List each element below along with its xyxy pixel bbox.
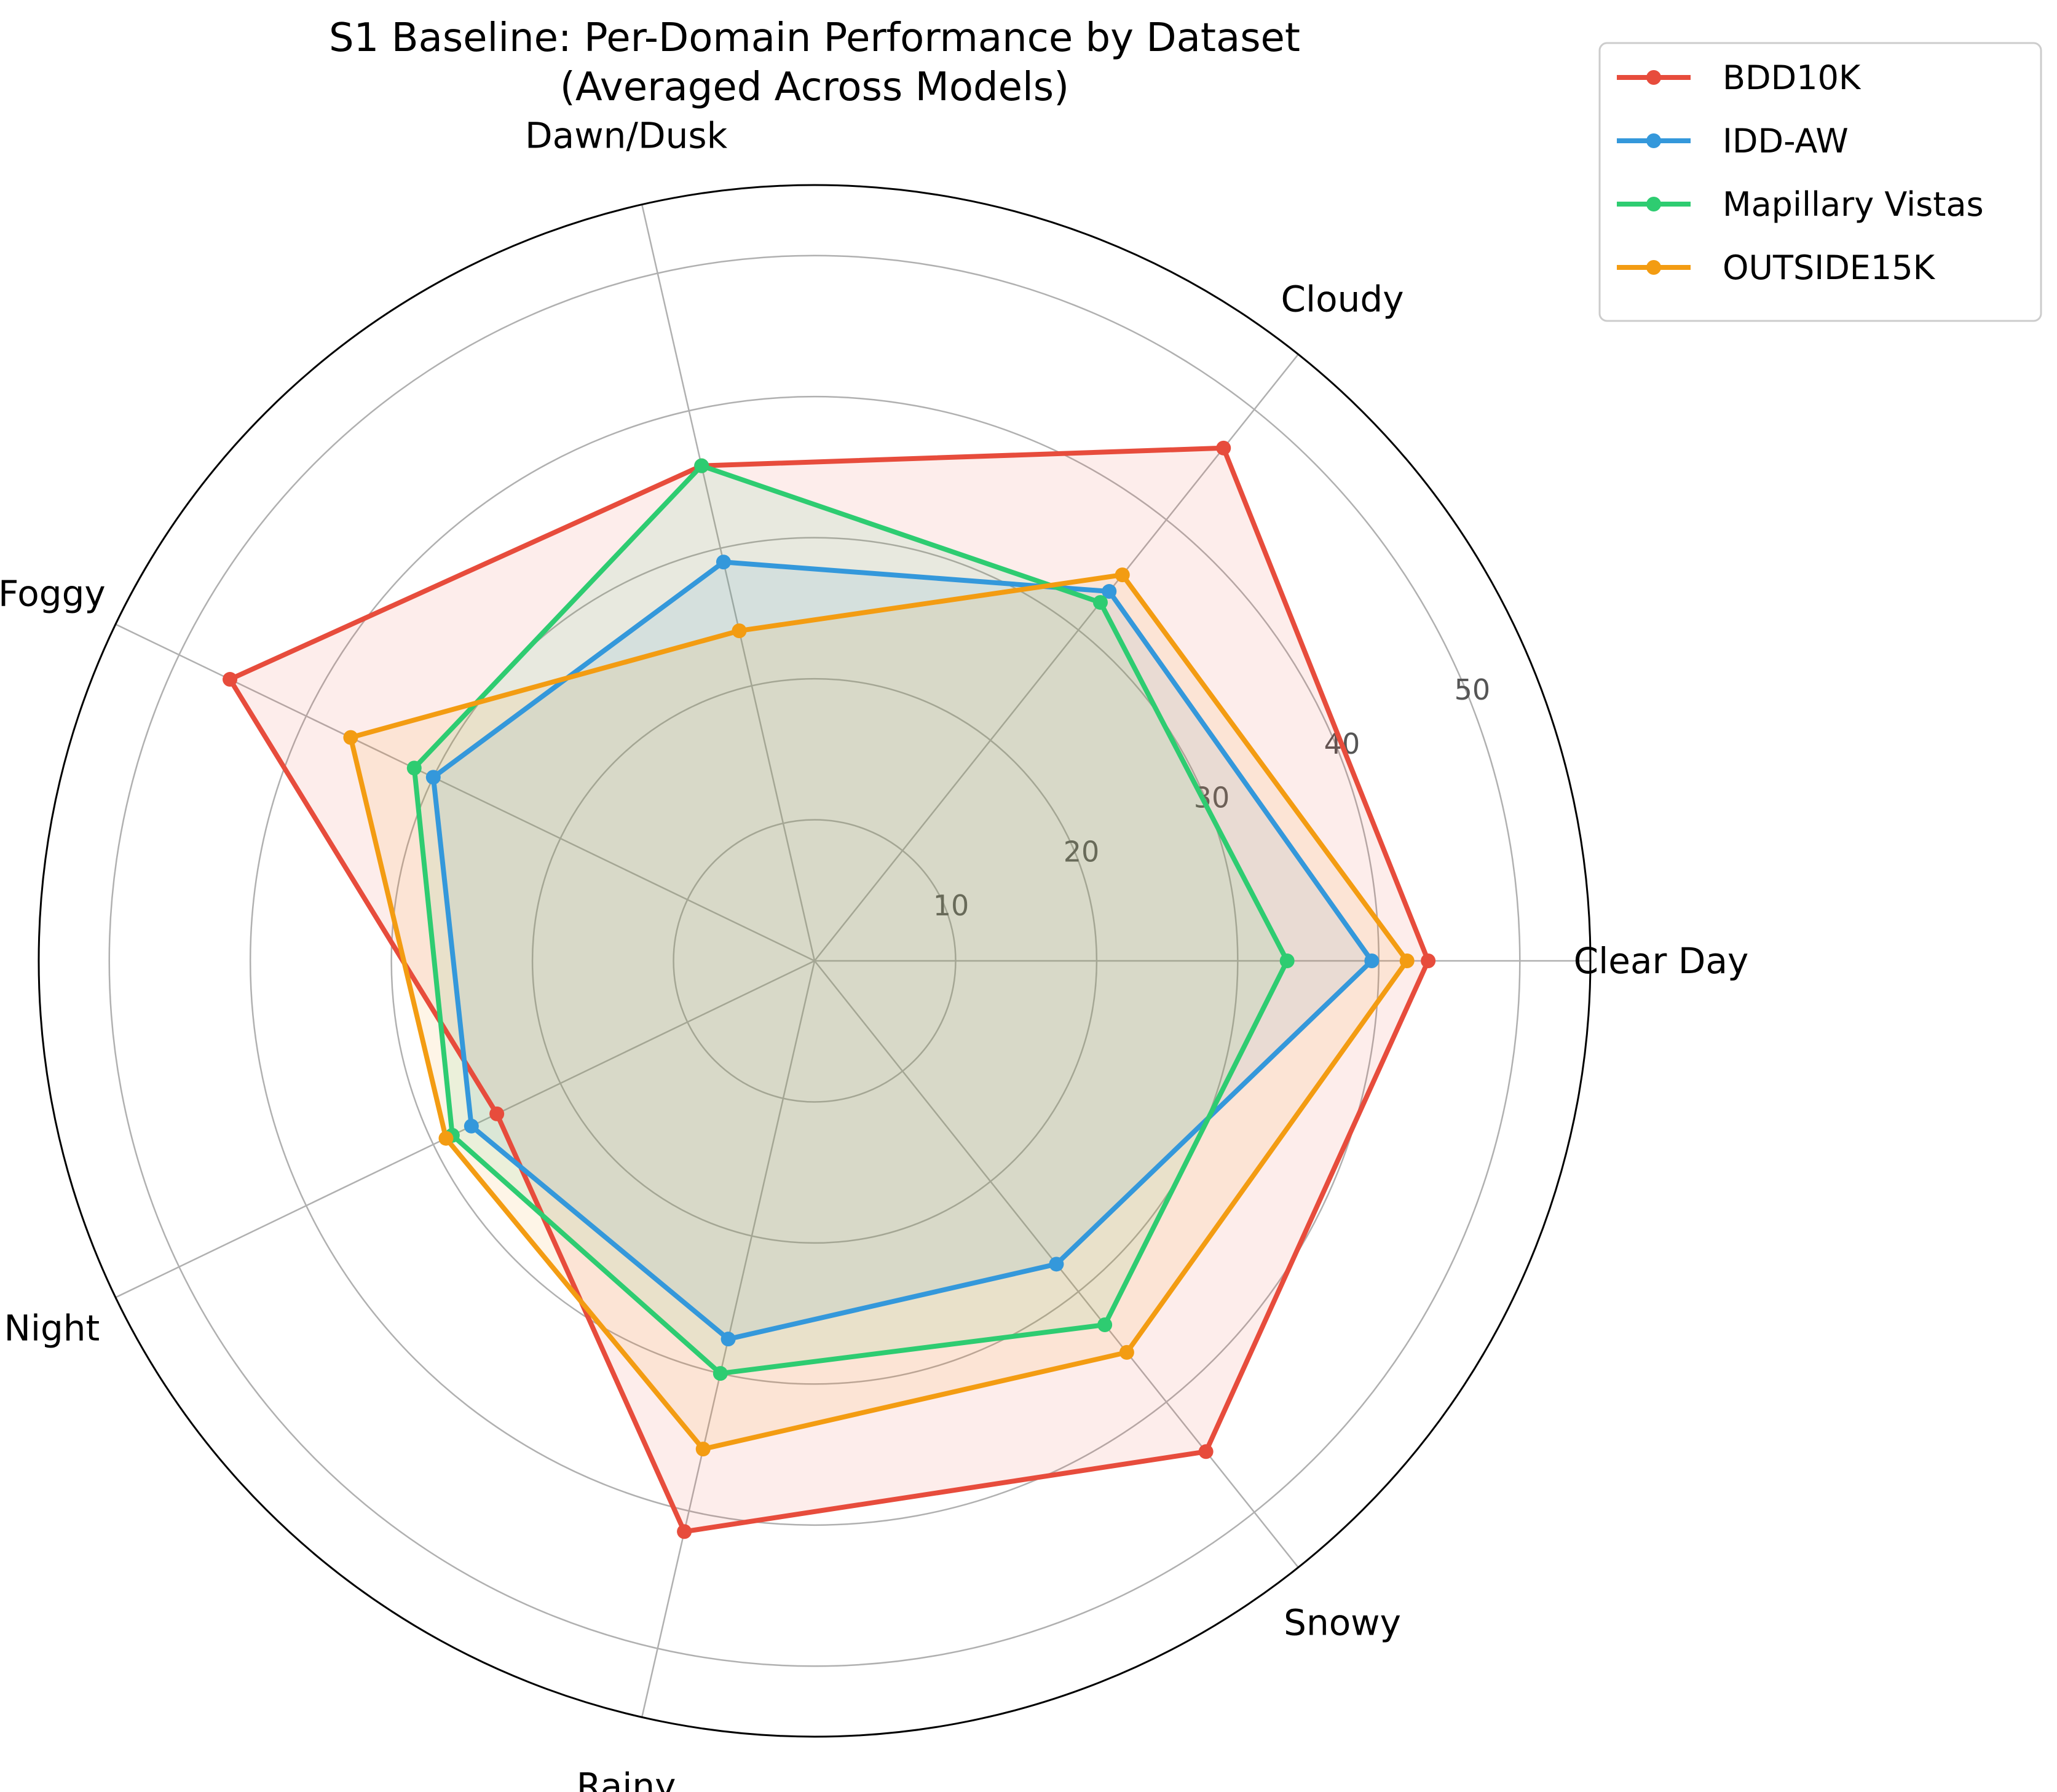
data-point-outside15k [695,1442,711,1457]
data-point-mapillary-vistas [1279,953,1295,968]
category-label-snowy: Snowy [1284,1602,1401,1644]
series-fill-mapillary-vistas [414,465,1287,1374]
legend-swatch-marker [1646,197,1661,211]
data-point-bdd10k [489,1106,505,1121]
category-label-rainy: Rainy [577,1765,676,1792]
radial-tick-label: 10 [933,889,969,922]
category-label-night: Night [4,1307,100,1349]
series-fill-bdd10k [230,448,1429,1532]
data-point-idd-aw [425,770,441,785]
data-point-idd-aw [1364,953,1380,968]
category-labels: Clear Day Cloudy Dawn/Dusk Foggy Night Rainy S… [0,115,1748,1792]
category-label-cloudy: Cloudy [1281,278,1404,320]
data-point-bdd10k [1216,440,1231,456]
data-point-idd-aw [464,1118,479,1134]
data-point-idd-aw [716,555,731,570]
data-point-mapillary-vistas [1092,594,1108,610]
series-line-mapillary-vistas [411,463,1290,1376]
data-point-bdd10k [677,1524,692,1539]
series-fill-outside15k [350,575,1407,1450]
chart-title-line-2: (Averaged Across Models) [560,65,1069,110]
data-point-bdd10k [1198,1444,1214,1459]
data-point-outside15k [438,1131,454,1146]
data-point-mapillary-vistas [713,1366,728,1381]
radial-tick-label: 50 [1455,673,1491,706]
data-point-mapillary-vistas [1097,1317,1113,1333]
legend-box [1598,42,2042,322]
category-label-dawn-dusk: Dawn/Dusk [525,115,728,157]
series-fills [230,448,1429,1532]
data-point-bdd10k [1421,953,1436,968]
series-line-bdd10k [227,445,1431,1534]
legend-entry-label: IDD-AW [1723,122,1849,160]
data-point-outside15k [343,730,358,745]
legend-swatch-marker [1646,260,1661,275]
data-point-idd-aw [1049,1257,1064,1272]
data-point-idd-aw [1102,584,1117,599]
data-point-outside15k [1115,567,1130,583]
radial-tick-label: 20 [1064,835,1100,868]
polar-frame [38,184,1592,1738]
legend-swatch-marker [1646,70,1661,85]
chart-title-line-1: S1 Baseline: Per-Domain Performance by D… [329,15,1300,61]
spoke-line [641,204,816,961]
series-points [223,440,1436,1539]
category-label-clear-day: Clear Day [1574,940,1749,982]
data-point-outside15k [1119,1344,1134,1360]
data-point-bdd10k [223,672,238,687]
data-point-mapillary-vistas [406,760,422,776]
legend-entry-label: BDD10K [1723,58,1862,97]
data-point-mapillary-vistas [694,458,709,473]
series-lines [227,445,1431,1534]
spoke-line [814,353,1299,961]
legend-entry-label: Mapillary Vistas [1723,185,1984,224]
series-line-outside15k [348,572,1410,1452]
category-label-foggy: Foggy [0,573,106,615]
data-point-outside15k [732,623,747,639]
legend: BDD10K IDD-AW Mapillary Vistas OUTSIDE15K [1598,42,2042,322]
data-point-outside15k [1399,953,1415,968]
series-fill-idd-aw [433,562,1372,1340]
legend-swatch-marker [1646,133,1661,148]
data-point-idd-aw [721,1332,736,1347]
legend-entry-label: OUTSIDE15K [1723,248,1936,287]
